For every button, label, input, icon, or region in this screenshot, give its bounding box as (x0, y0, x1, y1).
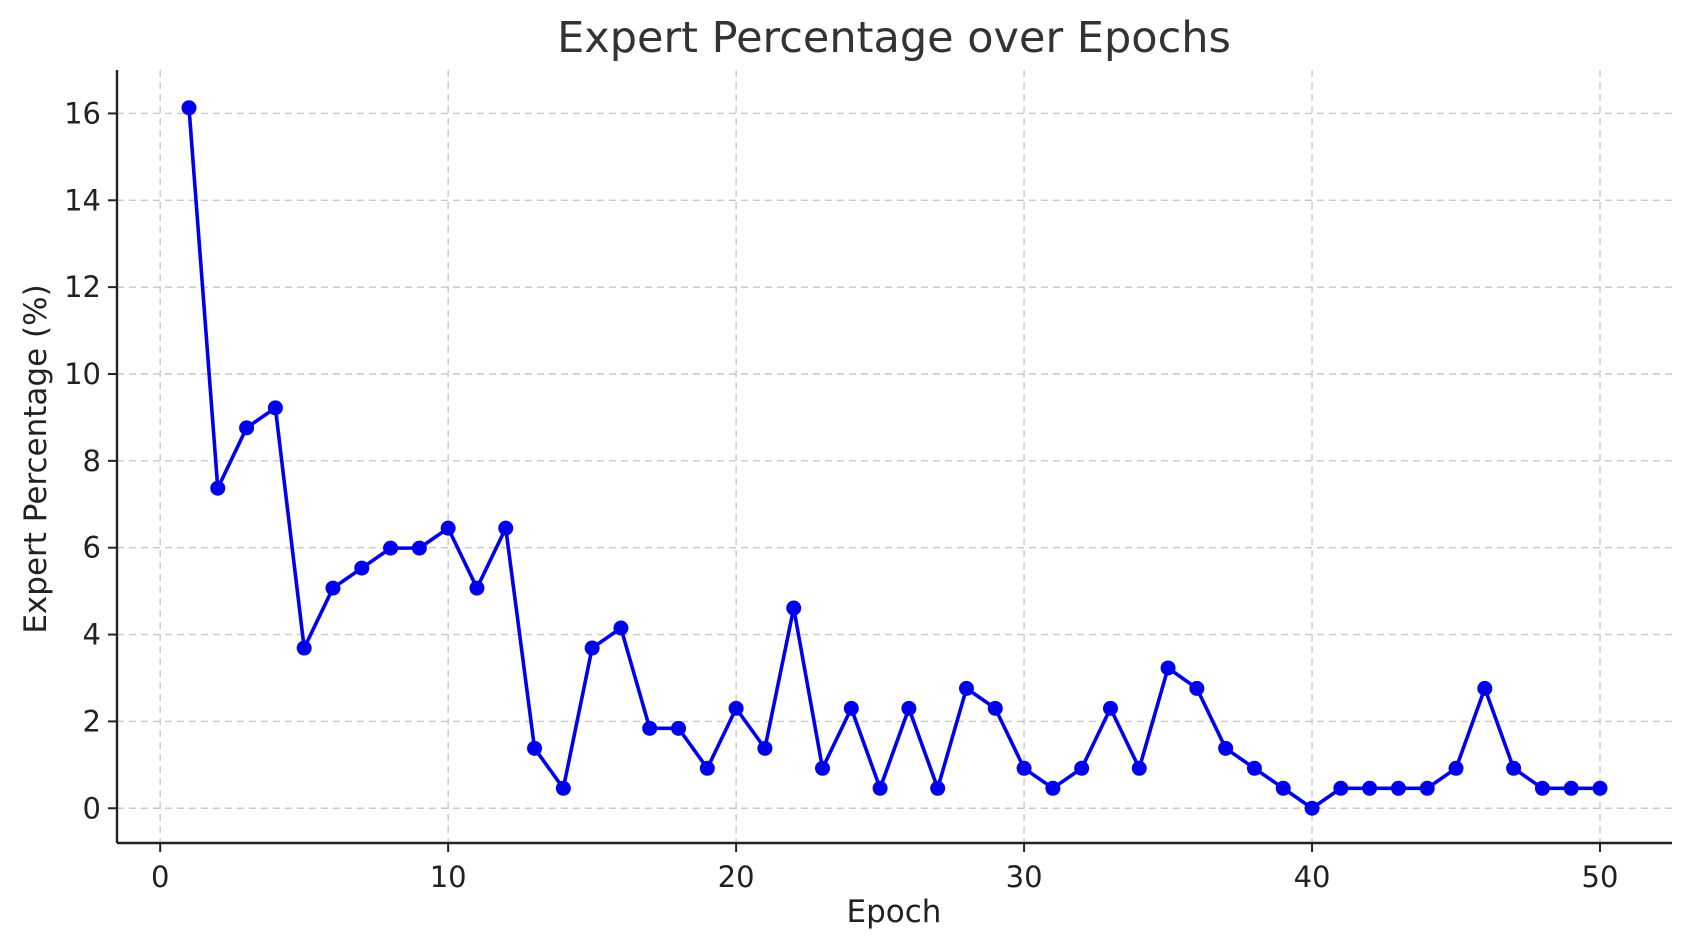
data-point (267, 400, 283, 416)
data-point (757, 740, 773, 756)
x-tick-label: 0 (151, 860, 169, 894)
x-tick-label: 40 (1294, 860, 1331, 894)
y-tick-label: 6 (83, 531, 101, 565)
data-point (901, 700, 917, 716)
series-line (187, 107, 1601, 811)
grid-lines (117, 70, 1672, 843)
y-tick-label: 0 (83, 791, 101, 825)
x-tick-label: 10 (430, 860, 467, 894)
x-tick-label: 30 (1006, 860, 1043, 894)
data-point (1074, 760, 1090, 776)
data-point (210, 480, 226, 496)
x-axis-label: Epoch (847, 894, 942, 930)
series-expert-percentage (181, 100, 1608, 816)
data-point (1304, 800, 1320, 816)
data-point (181, 100, 197, 116)
data-point (930, 780, 946, 796)
data-point (1534, 780, 1550, 796)
data-point (699, 760, 715, 776)
data-point (1390, 780, 1406, 796)
x-tick-label: 20 (718, 860, 755, 894)
data-point (1333, 780, 1349, 796)
y-tick-label: 12 (64, 270, 101, 304)
y-axis-label: Expert Percentage (%) (18, 284, 54, 633)
data-point (786, 600, 802, 616)
data-point (498, 520, 514, 536)
data-point (1563, 780, 1579, 796)
y-tick-label: 14 (64, 183, 101, 217)
data-point (958, 680, 974, 696)
y-tick-label: 10 (64, 357, 101, 391)
axes: 0 10 20 30 40 50 0 2 4 6 8 10 12 14 16 (64, 70, 1672, 894)
y-tick-label: 8 (83, 444, 101, 478)
data-point (239, 420, 255, 436)
data-point (296, 640, 312, 656)
data-point (555, 780, 571, 796)
data-point (1362, 780, 1378, 796)
data-point (815, 760, 831, 776)
data-point (1419, 780, 1435, 796)
data-point (1131, 760, 1147, 776)
data-point (527, 740, 543, 756)
data-point (872, 780, 888, 796)
data-point (1045, 780, 1061, 796)
data-point (613, 620, 629, 636)
data-point (1592, 780, 1608, 796)
data-point (411, 540, 427, 556)
y-tick-label: 2 (83, 704, 101, 738)
data-point (987, 700, 1003, 716)
data-point (1102, 700, 1118, 716)
data-point (1218, 740, 1234, 756)
data-point (1016, 760, 1032, 776)
data-point (1506, 760, 1522, 776)
data-point (728, 700, 744, 716)
x-tick-label: 50 (1582, 860, 1619, 894)
y-tick-label: 16 (64, 96, 101, 130)
data-point (325, 580, 341, 596)
data-point (383, 540, 399, 556)
data-point (469, 580, 485, 596)
data-point (843, 700, 859, 716)
data-point (354, 560, 370, 576)
data-point (584, 640, 600, 656)
chart-title: Expert Percentage over Epochs (557, 13, 1231, 63)
data-point (642, 720, 658, 736)
data-point (440, 520, 456, 536)
y-tick-label: 4 (83, 618, 101, 652)
data-point (671, 720, 687, 736)
data-point (1160, 660, 1176, 676)
data-point (1189, 680, 1205, 696)
data-point (1477, 680, 1493, 696)
data-point (1448, 760, 1464, 776)
data-point (1246, 760, 1262, 776)
data-point (1275, 780, 1291, 796)
